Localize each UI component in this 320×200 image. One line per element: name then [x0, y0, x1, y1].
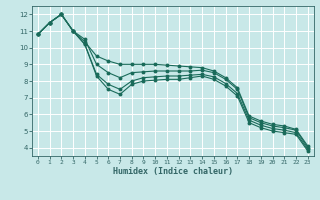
X-axis label: Humidex (Indice chaleur): Humidex (Indice chaleur): [113, 167, 233, 176]
